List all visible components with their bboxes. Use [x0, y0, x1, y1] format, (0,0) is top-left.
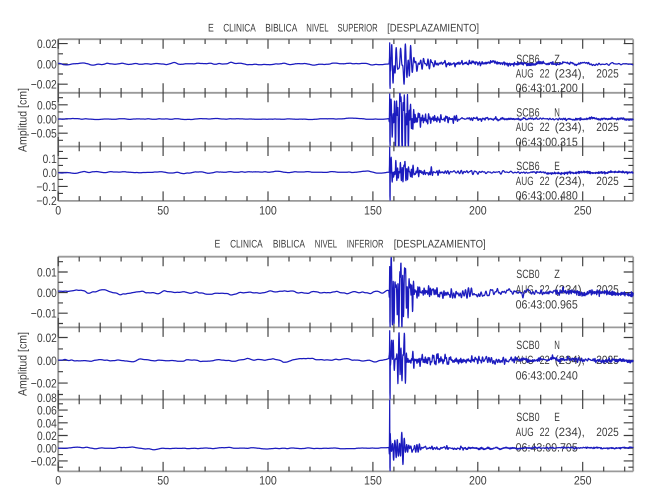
svg-text:0.05: 0.05	[37, 98, 57, 112]
svg-text:[DESPLAZAMIENTO]: [DESPLAZAMIENTO]	[394, 239, 486, 251]
svg-text:(234),: (234),	[555, 425, 585, 439]
svg-text:0.00: 0.00	[37, 442, 57, 456]
svg-text:−0.02: −0.02	[31, 454, 57, 468]
svg-text:06:43:00.965: 06:43:00.965	[516, 298, 578, 312]
svg-text:(234),: (234),	[555, 174, 585, 188]
svg-text:0: 0	[55, 204, 61, 218]
svg-text:Z: Z	[554, 52, 560, 66]
svg-text:−0.1: −0.1	[36, 180, 57, 194]
svg-text:22: 22	[540, 174, 550, 188]
svg-text:E: E	[208, 23, 214, 35]
svg-text:150: 150	[364, 204, 382, 218]
svg-text:150: 150	[364, 473, 382, 487]
svg-text:AUG: AUG	[516, 67, 534, 81]
svg-text:0.00: 0.00	[37, 354, 57, 368]
svg-text:INFERIOR: INFERIOR	[347, 239, 384, 251]
svg-text:22: 22	[540, 67, 550, 81]
svg-text:E: E	[554, 159, 560, 173]
svg-text:0.0: 0.0	[43, 166, 57, 180]
svg-text:100: 100	[259, 204, 277, 218]
svg-text:AUG: AUG	[516, 174, 534, 188]
svg-text:BIBLICA: BIBLICA	[273, 239, 306, 251]
svg-text:SUPERIOR: SUPERIOR	[338, 23, 378, 35]
svg-text:06:43:00.240: 06:43:00.240	[516, 368, 578, 382]
svg-text:0.01: 0.01	[37, 266, 57, 280]
svg-text:0.1: 0.1	[43, 152, 57, 166]
svg-text:50: 50	[157, 204, 169, 218]
svg-text:Z: Z	[554, 267, 560, 281]
svg-text:06:43:01.200: 06:43:01.200	[516, 81, 578, 95]
svg-text:E: E	[554, 410, 560, 424]
svg-text:250: 250	[574, 204, 592, 218]
svg-text:SCB0: SCB0	[516, 410, 540, 424]
svg-text:0.02: 0.02	[37, 37, 57, 51]
svg-text:−0.02: −0.02	[31, 78, 57, 92]
svg-text:22: 22	[540, 120, 550, 134]
svg-text:0.08: 0.08	[37, 391, 57, 405]
svg-text:0.00: 0.00	[37, 286, 57, 300]
svg-text:SCB6: SCB6	[516, 52, 540, 66]
svg-text:100: 100	[259, 473, 277, 487]
svg-text:SCB0: SCB0	[516, 338, 540, 352]
svg-text:Amplitud [cm]: Amplitud [cm]	[16, 88, 30, 152]
svg-text:N: N	[554, 338, 560, 352]
svg-text:0.00: 0.00	[37, 113, 57, 127]
svg-text:−0.05: −0.05	[31, 127, 57, 141]
svg-text:AUG: AUG	[516, 425, 534, 439]
svg-text:SCB0: SCB0	[516, 267, 540, 281]
svg-text:22: 22	[540, 425, 550, 439]
svg-text:(234),: (234),	[555, 120, 585, 134]
svg-text:0.02: 0.02	[37, 429, 57, 443]
svg-text:2025: 2025	[596, 425, 619, 439]
svg-text:NIVEL: NIVEL	[315, 239, 337, 251]
svg-text:CLINICA: CLINICA	[223, 23, 256, 35]
svg-text:0: 0	[55, 473, 61, 487]
svg-text:200: 200	[469, 204, 487, 218]
svg-text:E: E	[215, 239, 221, 251]
svg-text:0.02: 0.02	[37, 331, 57, 345]
svg-text:SCB6: SCB6	[516, 105, 540, 119]
svg-text:NIVEL: NIVEL	[306, 23, 328, 35]
svg-text:0.04: 0.04	[37, 416, 57, 430]
svg-text:N: N	[554, 105, 560, 119]
svg-text:0.06: 0.06	[37, 404, 57, 418]
svg-text:2025: 2025	[596, 120, 619, 134]
svg-text:CLINICA: CLINICA	[230, 239, 263, 251]
svg-text:200: 200	[469, 473, 487, 487]
svg-text:50: 50	[157, 473, 169, 487]
svg-text:2025: 2025	[596, 174, 619, 188]
svg-text:22: 22	[540, 282, 550, 296]
svg-text:(234),: (234),	[555, 67, 585, 81]
svg-text:−0.2: −0.2	[36, 194, 57, 208]
svg-text:[DESPLAZAMIENTO]: [DESPLAZAMIENTO]	[387, 23, 479, 35]
svg-text:AUG: AUG	[516, 353, 534, 367]
svg-text:BIBLICA: BIBLICA	[265, 23, 298, 35]
svg-text:0.00: 0.00	[37, 57, 57, 71]
svg-text:−0.02: −0.02	[31, 377, 57, 391]
svg-text:2025: 2025	[596, 67, 619, 81]
svg-text:06:43:00.480: 06:43:00.480	[516, 189, 578, 203]
svg-text:−0.01: −0.01	[31, 307, 57, 321]
svg-text:SCB6: SCB6	[516, 159, 540, 173]
svg-text:250: 250	[574, 473, 592, 487]
svg-text:Amplitud [cm]: Amplitud [cm]	[16, 332, 30, 396]
svg-text:06:43:00.315: 06:43:00.315	[516, 135, 578, 149]
svg-text:AUG: AUG	[516, 120, 534, 134]
